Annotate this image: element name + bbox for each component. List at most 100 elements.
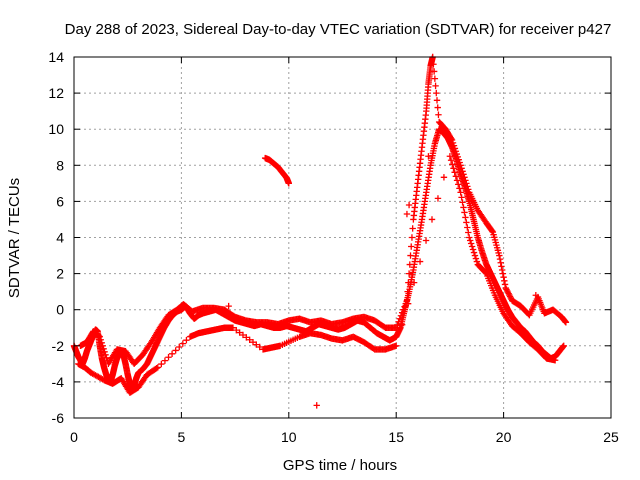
data-point-lower-branch — [398, 321, 406, 328]
y-tick-label: -6 — [52, 410, 65, 426]
y-tick-label: -4 — [52, 374, 65, 390]
data-point-lower-branch — [410, 279, 418, 286]
data-point-outliers — [403, 210, 411, 218]
data-point-upper-branch — [101, 348, 108, 356]
y-tick-label: -2 — [52, 338, 65, 354]
data-point-lower-branch — [256, 343, 263, 351]
data-point-upper-branch — [503, 286, 510, 293]
y-axis-title: SDTVAR / TECUs — [6, 178, 23, 298]
data-point-lower-branch — [246, 336, 253, 343]
x-tick-label: 25 — [603, 429, 619, 445]
data-point-lower-branch — [482, 269, 489, 276]
data-point-lower-branch — [434, 195, 442, 202]
data-point-lower-branch — [249, 338, 257, 346]
data-point-upper-branch — [98, 339, 105, 346]
data-point-lower-branch — [168, 350, 176, 358]
data-point-upper-branch — [401, 303, 408, 310]
data-point-lower-branch — [172, 347, 179, 354]
data-point-upper-branch — [503, 287, 511, 295]
data-point-lower-branch — [460, 204, 467, 211]
data-point-lower-branch — [229, 324, 237, 331]
data-point-lower-branch — [153, 365, 160, 372]
data-point-lower-branch — [239, 331, 247, 339]
data-point-lower-branch — [466, 237, 474, 244]
data-point-upper-branch — [404, 288, 411, 295]
data-point-upper-branch — [100, 345, 107, 353]
data-point-upper-branch — [462, 177, 469, 184]
data-point-lower-branch — [459, 199, 466, 206]
data-point-upper-branch — [398, 309, 406, 316]
data-point-lower-branch — [452, 173, 460, 180]
y-tick-label: 12 — [48, 85, 64, 101]
chart-title: Day 288 of 2023, Sidereal Day-to-day VTE… — [65, 21, 612, 38]
data-point-main-trace — [560, 342, 567, 349]
data-point-upper-branch — [502, 284, 509, 292]
data-point-upper-branch — [501, 281, 509, 288]
data-point-upper-branch — [97, 336, 104, 343]
data-point-lower-branch — [446, 153, 454, 160]
data-point-upper-branch — [450, 142, 458, 149]
x-tick-label: 10 — [281, 429, 297, 445]
data-point-upper-branch — [431, 75, 439, 82]
data-point-outliers — [405, 201, 413, 209]
data-point-lower-branch — [464, 224, 471, 231]
data-point-lower-branch — [451, 169, 458, 176]
data-point-lower-branch — [236, 329, 243, 336]
data-point-lower-branch — [470, 249, 478, 256]
data-point-lower-branch — [165, 354, 172, 361]
x-tick-label: 5 — [178, 429, 186, 445]
data-point-lower-branch — [243, 334, 250, 341]
data-point-upper-branch — [396, 315, 403, 322]
data-point-upper-branch — [455, 156, 462, 163]
data-point-lower-branch — [393, 342, 400, 349]
data-point-upper-branch — [407, 252, 414, 259]
data-point-upper-branch — [562, 319, 570, 326]
data-point-upper-branch — [461, 174, 468, 181]
data-point-lower-branch — [416, 258, 424, 265]
data-point-lower-branch — [468, 243, 476, 250]
data-point-outliers — [225, 302, 232, 310]
data-point-upper-branch — [96, 333, 103, 340]
series-outliers — [225, 153, 540, 409]
data-point-upper-branch — [393, 324, 400, 331]
data-point-isolated-segment — [285, 180, 292, 187]
y-tick-label: 6 — [56, 193, 64, 209]
data-point-lower-branch — [551, 357, 559, 364]
data-point-upper-branch — [456, 159, 463, 166]
data-point-upper-branch — [430, 61, 437, 68]
y-tick-label: 10 — [48, 121, 64, 137]
data-point-upper-branch — [496, 252, 503, 259]
grid-lines — [74, 57, 611, 418]
data-point-lower-branch — [404, 300, 412, 307]
data-point-upper-branch — [505, 290, 512, 297]
data-point-lower-branch — [233, 326, 240, 334]
data-point-lower-branch — [457, 189, 464, 196]
data-point-upper-branch — [488, 227, 496, 235]
data-point-upper-branch — [432, 82, 439, 90]
data-point-upper-branch — [498, 263, 505, 270]
data-point-lower-branch — [466, 234, 473, 241]
data-point-upper-branch — [408, 243, 415, 250]
data-points — [70, 53, 570, 409]
series-lower-branch — [75, 153, 559, 396]
data-point-lower-branch — [428, 216, 436, 223]
series-isolated-segment — [261, 154, 292, 187]
data-point-lower-branch — [456, 185, 463, 192]
x-axis-tick-labels: 0 5 10 15 20 25 — [70, 429, 619, 445]
data-point-upper-branch — [102, 351, 109, 359]
data-point-upper-branch — [448, 136, 456, 144]
data-point-upper-branch — [453, 150, 461, 158]
y-axis-tick-labels: -6 -4 -2 0 2 4 6 8 10 12 14 — [48, 49, 64, 426]
data-point-outliers — [425, 153, 432, 160]
data-point-upper-branch — [435, 111, 442, 118]
data-point-lower-branch — [158, 360, 165, 368]
data-point-upper-branch — [103, 354, 110, 362]
data-point-lower-branch — [461, 209, 468, 216]
data-point-lower-branch — [450, 165, 457, 172]
data-point-upper-branch — [434, 104, 441, 111]
data-point-upper-branch — [457, 162, 464, 169]
data-point-lower-branch — [455, 181, 462, 188]
data-point-lower-branch — [463, 219, 470, 226]
data-point-upper-branch — [449, 139, 457, 147]
